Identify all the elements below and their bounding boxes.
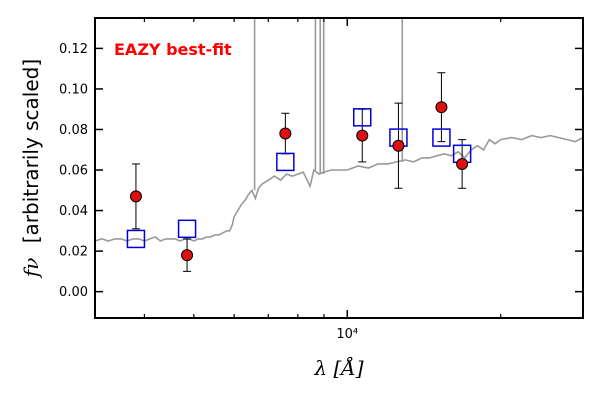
y-axis-label: fν [arbitrarily scaled] (19, 59, 43, 279)
y-axis-label-text: [arbitrarily scaled] (19, 59, 43, 243)
observed-flux-point (279, 127, 292, 140)
y-tick-label: 0.12 (59, 42, 88, 57)
x-axis-label: λ [Å] (313, 355, 363, 380)
y-tick-label: 0.06 (59, 164, 88, 179)
errorbar-layer (131, 72, 467, 272)
model-spectrum-line (94, 134, 584, 242)
annotation-label: EAZY best-fit (114, 40, 232, 59)
x-tick-label: 10⁴ (336, 327, 358, 342)
observed-flux-point (129, 190, 142, 203)
model-spectrum-layer (94, 18, 584, 242)
model-flux-point (353, 108, 372, 127)
y-tick-label: 0.04 (59, 204, 88, 219)
observed-flux-point (181, 249, 194, 262)
model-flux-point (432, 128, 451, 147)
model-flux-point (126, 229, 146, 249)
y-axis-label-symbol: fν (19, 258, 43, 280)
y-tick-label: 0.00 (59, 285, 88, 300)
observed-flux-point (392, 139, 405, 152)
y-tick-label: 0.10 (59, 82, 88, 97)
observed-flux-point (356, 129, 369, 142)
observed-flux-point (435, 101, 448, 114)
observed-photometry-layer (129, 101, 469, 262)
axis-ticks-layer: 0.00 0.02 0.04 0.06 0.08 0.10 0.12 10⁴ (59, 18, 583, 342)
observed-flux-point (456, 157, 469, 170)
model-flux-point (276, 152, 295, 172)
svg-text:fν [arbitrarily scaled]: fν [arbitrarily scaled] (19, 59, 43, 279)
y-tick-label: 0.08 (59, 123, 88, 138)
synthetic-photometry-layer (126, 108, 472, 249)
model-flux-point (177, 219, 197, 239)
y-tick-label: 0.02 (59, 245, 88, 260)
plot-frame (94, 17, 584, 319)
